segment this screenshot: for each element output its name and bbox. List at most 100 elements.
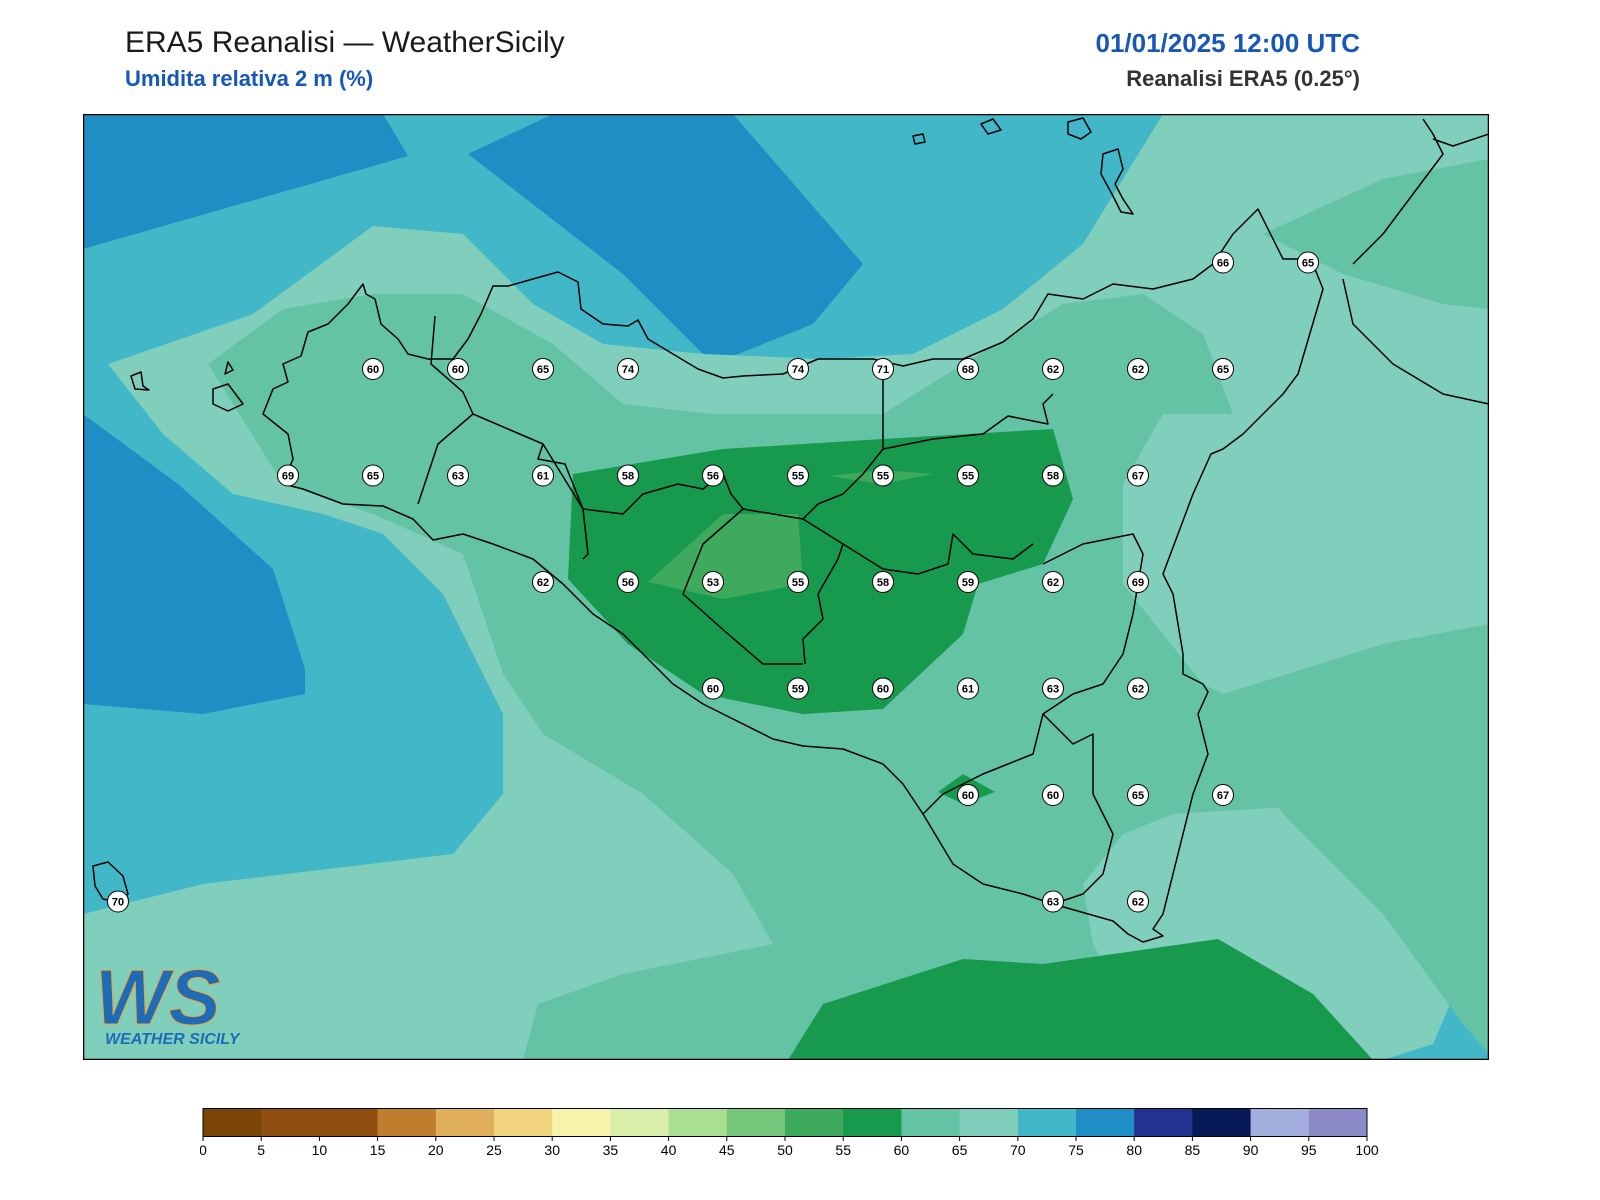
station-marker: 58 — [1042, 464, 1064, 487]
colorbar-band — [1250, 1108, 1310, 1137]
colorbar-tick-label: 100 — [1355, 1142, 1379, 1158]
station-value: 62 — [1132, 684, 1144, 696]
colorbar: 0 5 10 15 20 25 30 35 40 45 50 55 60 65 70 75 80 85 90 95 10… — [200, 1108, 1379, 1158]
colorbar-tick-label: 30 — [544, 1142, 560, 1158]
field-band-60-65-ne — [1263, 159, 1489, 309]
colorbar-band — [1192, 1108, 1252, 1137]
colorbar-tick-label: 25 — [486, 1142, 502, 1158]
colorbar-tick-label: 55 — [835, 1142, 851, 1158]
station-marker: 59 — [957, 571, 979, 593]
station-marker: 69 — [277, 464, 299, 487]
egadi-islands — [130, 361, 244, 412]
station-value: 60 — [452, 364, 464, 376]
colorbar-band — [843, 1108, 902, 1137]
station-marker: 59 — [787, 677, 809, 700]
sicily-coastline — [262, 208, 1324, 943]
station-circle — [787, 677, 809, 700]
colorbar-tick-label: 85 — [1185, 1142, 1201, 1158]
field-band-55-60 — [568, 429, 1073, 714]
station-circle — [1042, 784, 1064, 806]
station-value: 71 — [877, 364, 889, 376]
aeolian-islands — [980, 117, 1134, 215]
station-marker: 55 — [957, 464, 979, 487]
station-marker: 63 — [1042, 890, 1064, 913]
station-circle — [447, 464, 469, 487]
station-circle — [1127, 464, 1149, 487]
colorbar-band — [668, 1108, 728, 1137]
station-value: 65 — [1132, 790, 1144, 802]
colorbar-tick-label: 35 — [603, 1142, 619, 1158]
colorbar-band — [610, 1108, 670, 1137]
station-marker: 60 — [447, 358, 469, 380]
colorbar-tick-label: 75 — [1068, 1142, 1084, 1158]
station-value: 63 — [1047, 684, 1059, 696]
station-circle — [532, 571, 554, 593]
station-value: 60 — [877, 684, 889, 696]
colorbar-tick-label: 80 — [1126, 1142, 1142, 1158]
station-circle — [787, 358, 809, 380]
station-value: 66 — [1217, 258, 1229, 270]
station-circle — [1042, 677, 1064, 700]
station-circle — [1127, 571, 1149, 593]
colorbar-band — [1134, 1108, 1193, 1137]
station-marker: 63 — [447, 464, 469, 487]
station-circle — [872, 571, 894, 593]
station-marker: 74 — [787, 358, 809, 380]
station-value: 62 — [1132, 897, 1144, 909]
weathersicily-logo: WS WEATHER SICILY — [95, 953, 241, 1049]
station-marker: 60 — [1042, 784, 1064, 806]
station-value: 55 — [792, 471, 804, 483]
station-circle — [1042, 571, 1064, 593]
station-value: 55 — [877, 471, 889, 483]
station-marker: 63 — [1042, 677, 1064, 700]
station-value: 65 — [537, 364, 549, 376]
station-marker: 65 — [532, 358, 554, 380]
station-marker: 53 — [702, 571, 724, 593]
station-circle — [957, 677, 979, 700]
station-value: 59 — [962, 577, 974, 589]
station-circle — [957, 784, 979, 806]
station-marker: 60 — [872, 677, 894, 700]
colorbar-band — [203, 1108, 262, 1137]
colorbar-band — [435, 1108, 495, 1137]
station-value: 61 — [537, 471, 549, 483]
station-marker: 62 — [1042, 358, 1064, 380]
station-marker: 62 — [1127, 890, 1149, 913]
calabria-coastline — [1342, 118, 1489, 405]
station-marker: 60 — [362, 358, 384, 380]
station-marker: 66 — [1212, 251, 1234, 274]
station-marker: 55 — [787, 571, 809, 593]
station-circle — [1127, 358, 1149, 380]
colorbar-tick-label: 10 — [312, 1142, 328, 1158]
colorbar-band — [261, 1108, 320, 1137]
logo-letters: WS — [95, 953, 221, 1041]
station-value: 63 — [452, 471, 464, 483]
station-marker: 58 — [617, 464, 639, 487]
map-title: ERA5 Reanalisi — WeatherSicily — [125, 26, 565, 59]
station-marker: 69 — [1127, 571, 1149, 593]
field-band-75-80-w — [83, 414, 305, 714]
station-value: 56 — [622, 577, 634, 589]
station-marker: 62 — [1127, 677, 1149, 700]
station-value: 55 — [962, 471, 974, 483]
station-marker: 65 — [1297, 251, 1319, 274]
colorbar-tick-label: 15 — [370, 1142, 386, 1158]
station-circle — [702, 464, 724, 487]
field-band-75-80-n — [468, 114, 863, 364]
station-marker: 55 — [872, 464, 894, 487]
station-marker: 68 — [957, 358, 979, 380]
station-circle — [617, 571, 639, 593]
station-value: 61 — [962, 684, 974, 696]
field-band-75-80-nw — [83, 114, 408, 249]
station-marker: 61 — [532, 464, 554, 487]
colorbar-band — [1308, 1108, 1368, 1137]
station-circle — [1042, 890, 1064, 913]
station-circle — [277, 464, 299, 487]
station-marker: 67 — [1127, 464, 1149, 487]
colorbar-tick-label: 0 — [200, 1142, 207, 1158]
colorbar-tick-label: 60 — [894, 1142, 910, 1158]
station-marker: 62 — [532, 571, 554, 593]
station-value: 65 — [1302, 258, 1314, 270]
station-value: 55 — [792, 577, 804, 589]
station-circle — [1212, 784, 1234, 806]
